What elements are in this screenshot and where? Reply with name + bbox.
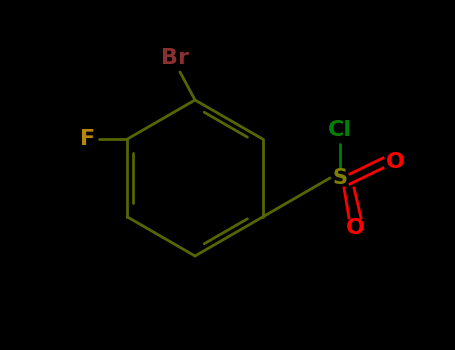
Text: O: O [345,218,364,238]
Text: S: S [333,168,348,188]
Text: Br: Br [161,48,189,68]
Text: O: O [385,152,404,172]
Text: F: F [80,129,95,149]
Text: Cl: Cl [328,120,352,140]
